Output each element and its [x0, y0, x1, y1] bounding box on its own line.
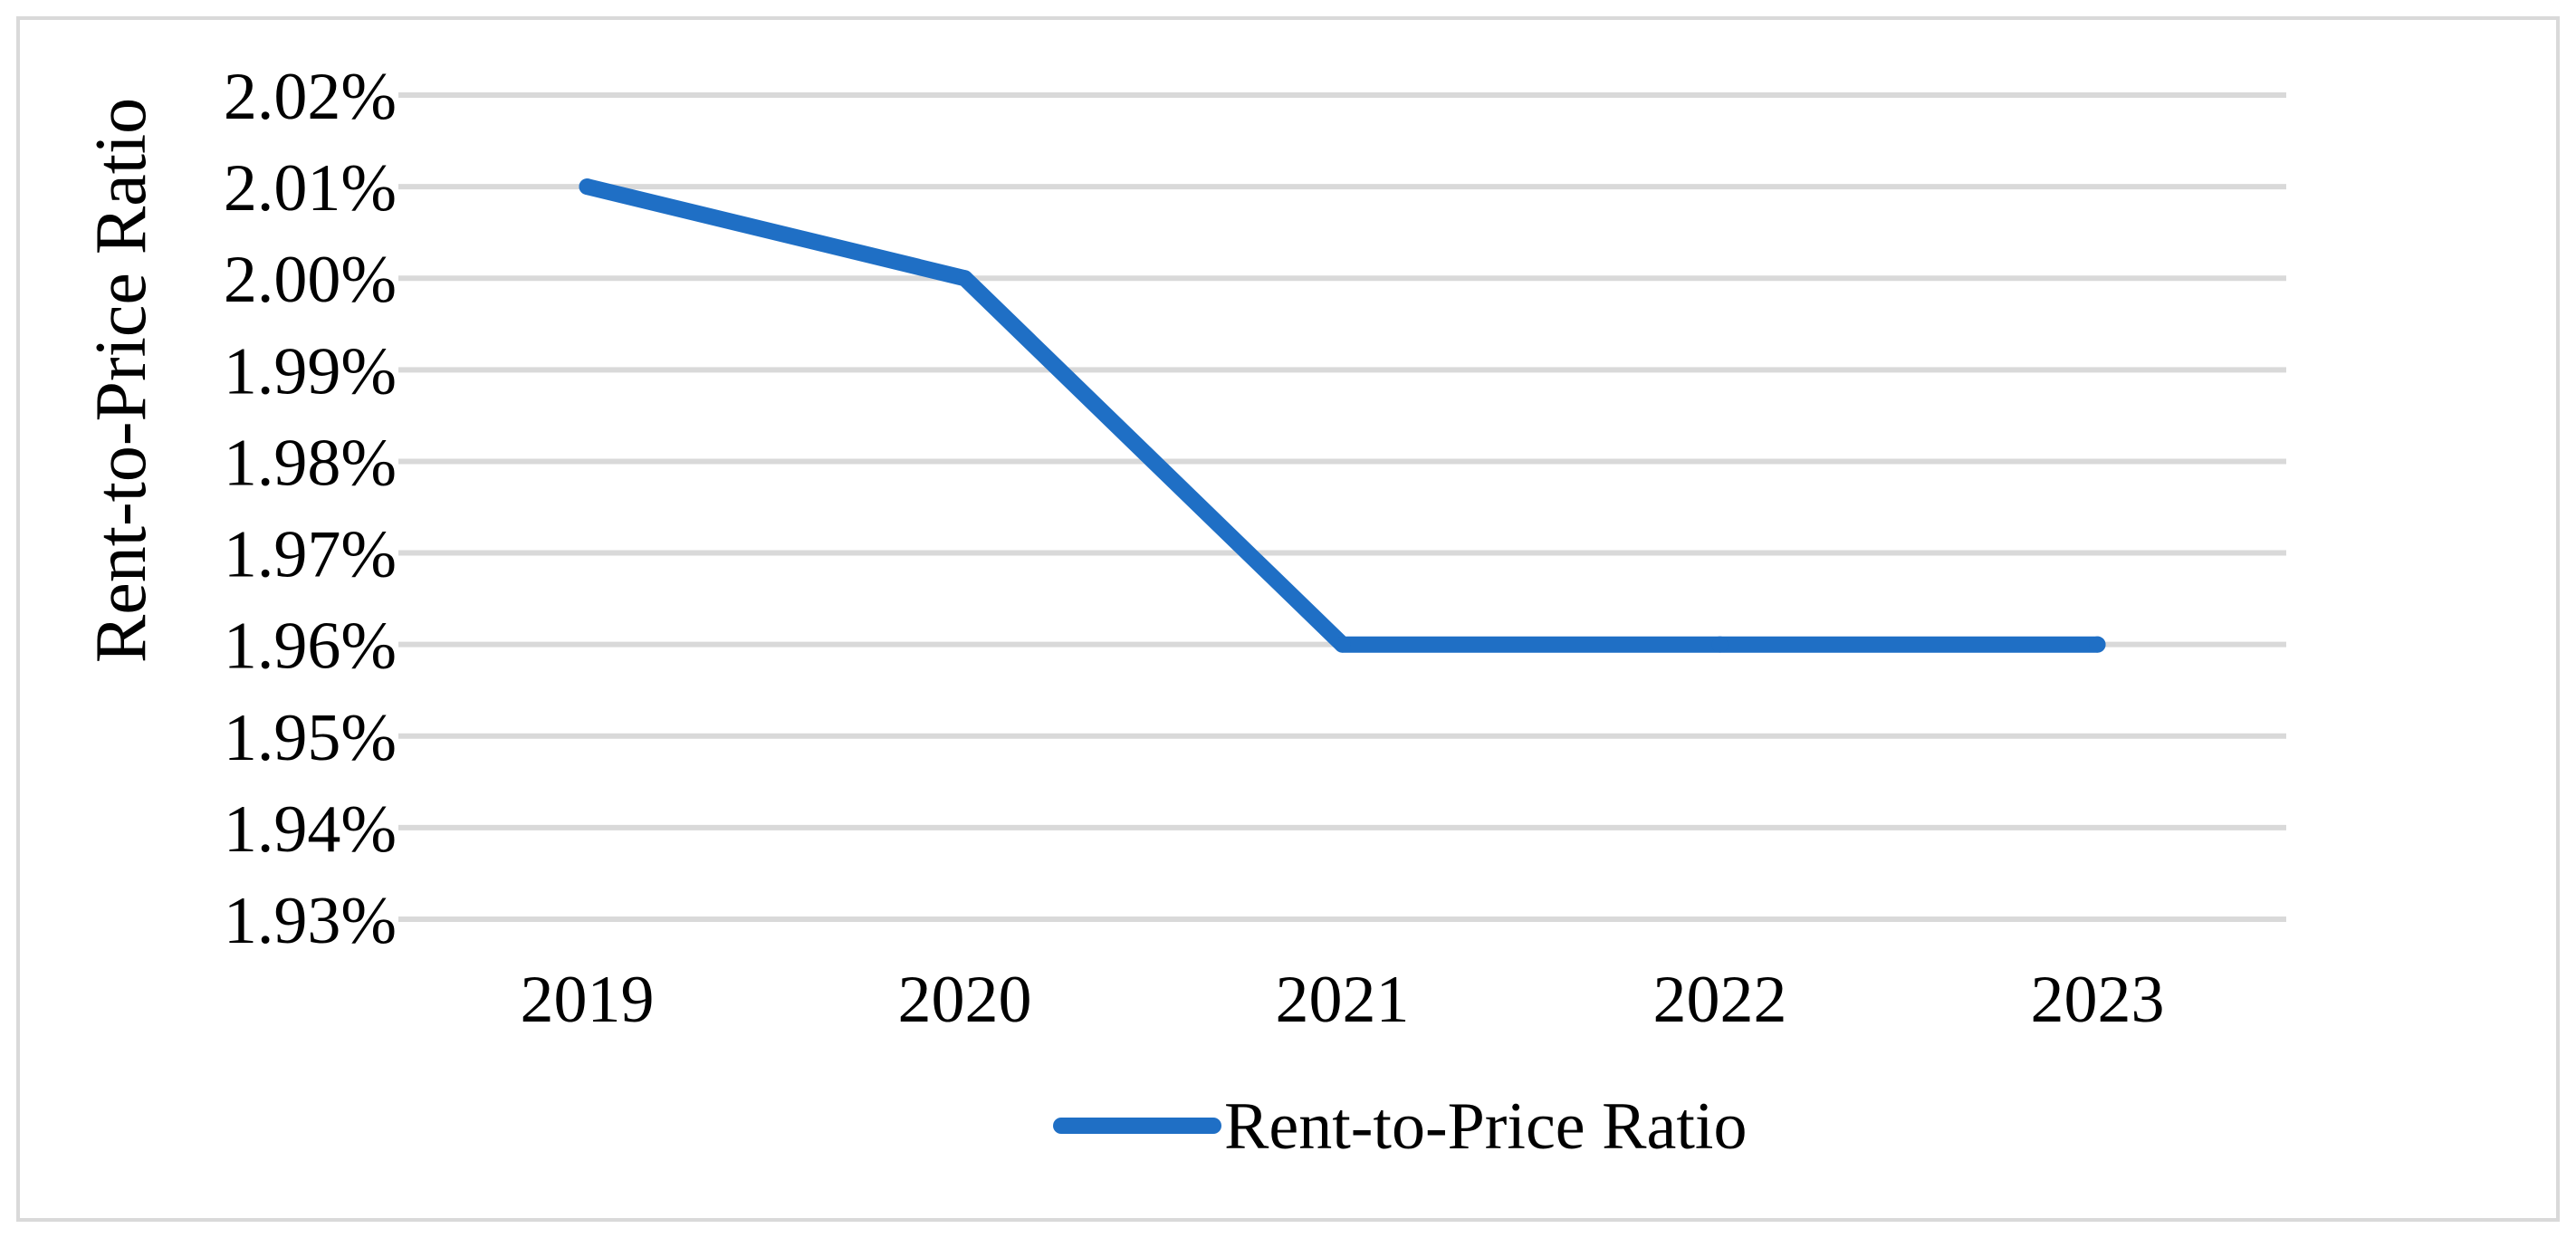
x-tick-label: 2023 — [2031, 963, 2165, 1037]
legend: Rent-to-Price Ratio — [1053, 1089, 1747, 1164]
y-axis-tick-labels: 1.93% 1.94% 1.95% 1.96% 1.97% 1.98% 1.99% 2.00%… — [224, 60, 397, 958]
gridlines — [398, 92, 2286, 922]
data-point — [2089, 636, 2106, 653]
y-tick-label: 1.99% — [224, 334, 397, 408]
y-tick-label: 2.00% — [224, 243, 397, 317]
x-axis-tick-labels: 2019 2020 2021 2022 2023 — [521, 963, 2165, 1037]
chart-border — [16, 16, 2560, 1222]
y-tick-label: 2.02% — [224, 60, 397, 134]
data-point — [1711, 636, 1729, 653]
x-tick-label: 2020 — [898, 963, 1032, 1037]
legend-label: Rent-to-Price Ratio — [1224, 1089, 1747, 1164]
data-point — [579, 178, 596, 196]
y-tick-label: 1.96% — [224, 609, 397, 684]
y-axis-title: Rent-to-Price Ratio — [81, 98, 161, 663]
y-tick-label: 1.93% — [224, 884, 397, 958]
y-tick-label: 1.98% — [224, 426, 397, 500]
x-tick-label: 2021 — [1276, 963, 1410, 1037]
data-point — [1334, 636, 1351, 653]
series-lines — [579, 178, 2106, 653]
y-tick-label: 2.01% — [224, 151, 397, 226]
y-tick-label: 1.94% — [224, 792, 397, 867]
x-tick-label: 2019 — [521, 963, 655, 1037]
y-tick-label: 1.95% — [224, 701, 397, 775]
data-point — [956, 270, 973, 287]
y-tick-label: 1.97% — [224, 518, 397, 592]
x-tick-label: 2022 — [1653, 963, 1787, 1037]
